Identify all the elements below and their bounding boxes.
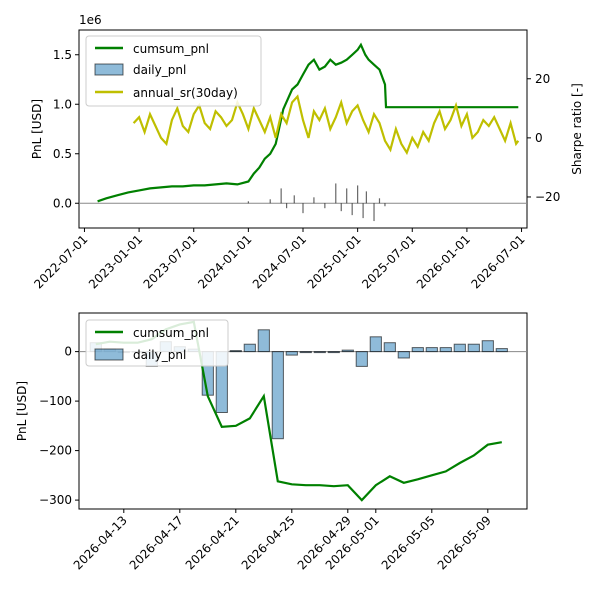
top-xtick-label: 2026-07-01 — [468, 232, 527, 291]
bottom-daily-bar — [271, 351, 284, 440]
bottom-ylabel: PnL [USD] — [15, 381, 29, 441]
bottom-daily-bar — [411, 347, 424, 353]
bottom-daily-bar — [495, 348, 508, 353]
top-cumsum-line — [97, 42, 519, 203]
legend-cumsum-label: cumsum_pnl — [133, 42, 209, 56]
top-ylabel: PnL [USD] — [30, 99, 44, 159]
bottom-daily-bar — [327, 351, 340, 354]
top-ytick-label: 0.5 — [53, 147, 72, 161]
top-ytick-label: 1.0 — [53, 97, 72, 111]
bottom-legend: cumsum_pnl daily_pnl — [85, 319, 229, 367]
bottom-daily-bar — [229, 350, 242, 353]
top-legend: cumsum_pnl daily_pnl annual_sr(30day) — [85, 35, 262, 107]
bottom-daily-bar — [467, 343, 480, 353]
bottom-ytick-label: −200 — [39, 444, 72, 458]
bottom-daily-bar — [439, 347, 452, 353]
bottom-xtick-label: 2026-04-17 — [127, 513, 186, 572]
top-xtick-label: 2025-07-01 — [359, 232, 418, 291]
bottom-ytick-label: −100 — [39, 394, 72, 408]
top-ytick-label: 1.5 — [53, 48, 72, 62]
bottom-daily-bar — [313, 351, 326, 354]
legend-daily-label: daily_pnl — [133, 63, 186, 77]
bottom-daily-bar — [453, 343, 466, 353]
bottom-ytick-label: 0 — [64, 345, 72, 359]
top-yrtick-label: 0 — [535, 131, 543, 145]
bottom-xtick-label: 2026-04-21 — [183, 513, 242, 572]
top-xtick-label: 2025-01-01 — [305, 232, 364, 291]
bottom-daily-bar — [285, 351, 298, 356]
legend-sr-label: annual_sr(30day) — [133, 86, 238, 100]
top-ytick-label: 0.0 — [53, 196, 72, 210]
bottom-xtick-label: 2026-04-13 — [71, 513, 130, 572]
top-xtick-label: 2024-07-01 — [250, 232, 309, 291]
bottom-daily-bar — [243, 343, 256, 353]
bottom-xtick-label: 2026-05-09 — [435, 513, 494, 572]
top-y-offset-label: 1e6 — [79, 13, 102, 27]
top-xtick-label: 2023-07-01 — [141, 232, 200, 291]
top-xtick-label: 2023-01-01 — [86, 232, 145, 291]
legend-bottom-daily-label: daily_pnl — [133, 348, 186, 362]
bottom-xtick-label: 2026-04-25 — [239, 513, 298, 572]
bottom-daily-bar — [383, 342, 396, 353]
bottom-daily-bar — [397, 351, 410, 359]
top-xtick-label: 2024-01-01 — [195, 232, 254, 291]
legend-daily-patch — [94, 63, 124, 76]
legend-bottom-cumsum-label: cumsum_pnl — [133, 326, 209, 340]
top-yrtick-label: 20 — [535, 72, 550, 86]
bottom-daily-bar — [299, 351, 312, 354]
bottom-daily-bar — [355, 351, 368, 367]
top-yrtick-label: −20 — [535, 190, 560, 204]
top-xtick-label: 2022-07-01 — [31, 232, 90, 291]
bottom-daily-bar — [481, 340, 494, 353]
top-ylabel-right: Sharpe ratio [-] — [570, 83, 584, 175]
top-xtick-label: 2026-01-01 — [414, 232, 473, 291]
bottom-xtick-label: 2026-05-05 — [379, 513, 438, 572]
bottom-daily-bar — [341, 349, 354, 353]
bottom-ytick-label: −300 — [39, 493, 72, 507]
legend-bottom-daily-patch — [94, 348, 124, 361]
top-sr-line — [132, 94, 520, 156]
bottom-daily-bar — [369, 336, 382, 353]
top-chart: 0.0 0.5 1.0 1.5 −20 0 20 2022-07-012023-01-01… — [30, 13, 584, 291]
bottom-daily-bar — [257, 329, 270, 353]
bottom-daily-bar — [425, 347, 438, 353]
